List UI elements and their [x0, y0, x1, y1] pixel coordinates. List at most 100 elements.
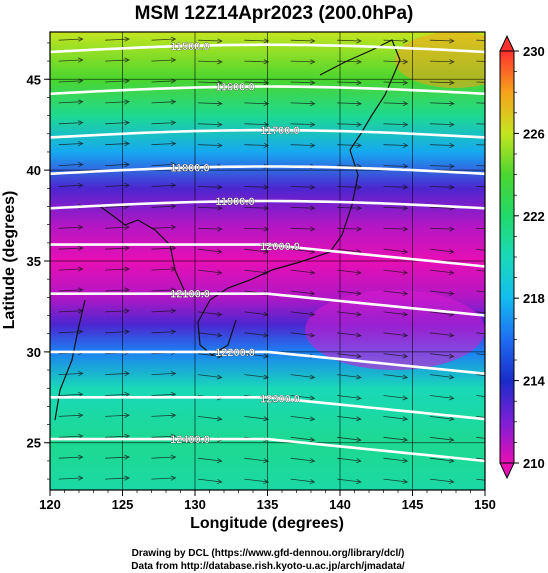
wind-arrow — [105, 57, 131, 63]
wind-arrow — [429, 436, 455, 443]
wind-arrow — [58, 224, 84, 230]
wind-arrow — [429, 478, 455, 484]
wind-arrow — [151, 454, 177, 460]
wind-arrow — [476, 269, 485, 272]
wind-arrow — [151, 371, 177, 377]
x-tick-label: 135 — [257, 497, 279, 512]
wind-arrow — [244, 226, 270, 232]
wind-arrow — [429, 416, 455, 422]
wind-arrow — [383, 184, 409, 190]
wind-arrow — [105, 141, 131, 147]
wind-arrow — [476, 102, 485, 104]
wind-arrow — [383, 269, 409, 275]
y-axis: 25 30 35 40 45 — [27, 42, 50, 480]
wind-arrow — [290, 226, 316, 232]
wind-arrow — [290, 38, 316, 44]
coastline-north — [319, 39, 401, 151]
wind-arrow — [383, 226, 409, 232]
contour-label: 11700.0 — [260, 125, 299, 137]
wind-arrow — [476, 248, 485, 251]
chart-title: MSM 12Z14Apr2023 (200.0hPa) — [135, 3, 414, 24]
wind-arrow — [290, 416, 316, 422]
wind-arrow — [337, 290, 362, 296]
wind-arrow — [151, 141, 177, 147]
wind-arrow — [429, 457, 455, 464]
wind-arrow — [383, 205, 409, 211]
wind-arrow — [105, 391, 131, 398]
x-tick-label: 140 — [329, 497, 351, 512]
wind-arrow — [244, 374, 270, 380]
wind-arrow — [290, 205, 316, 211]
wind-arrow — [383, 436, 409, 443]
wind-arrow — [429, 163, 455, 169]
colorbar-tick-label: 230 — [523, 44, 545, 59]
wind-arrow — [337, 332, 362, 338]
wind-arrow — [476, 123, 485, 125]
wind-arrow — [151, 266, 177, 272]
wind-arrow — [105, 329, 131, 335]
wind-arrow — [429, 121, 455, 128]
wind-arrow — [429, 101, 455, 107]
contour-line — [50, 243, 485, 268]
wind-arrow — [105, 433, 131, 439]
wind-arrow — [476, 478, 485, 481]
wind-arrow — [383, 353, 409, 359]
contour-label: 12100.0 — [170, 289, 210, 301]
wind-arrow — [383, 395, 409, 401]
wind-arrow — [429, 332, 455, 338]
wind-arrow — [290, 311, 316, 317]
x-tick-label: 130 — [184, 497, 206, 512]
contour-line — [50, 199, 485, 210]
wind-arrow — [58, 371, 84, 377]
colorbar-tick-label: 218 — [523, 291, 545, 306]
wind-arrow — [383, 248, 409, 255]
wind-arrow — [151, 78, 177, 84]
wind-arrow — [58, 120, 84, 126]
colorbar-extend-min — [499, 462, 515, 480]
wind-arrow — [337, 59, 363, 65]
wind-arrow — [290, 80, 316, 86]
wind-arrow — [337, 457, 362, 464]
contour-line — [50, 128, 485, 139]
wind-arrow — [290, 436, 316, 443]
wind-arrow — [197, 101, 223, 107]
wind-arrow — [476, 165, 485, 167]
wind-arrow — [476, 395, 485, 397]
wind-arrow — [105, 266, 131, 272]
wind-arrow — [383, 332, 409, 338]
colorbar-tick-label: 214 — [523, 374, 545, 389]
wind-arrow — [197, 311, 223, 317]
wind-arrow — [337, 395, 362, 401]
wind-arrow — [151, 182, 177, 189]
wind-arrow — [151, 36, 177, 42]
contour-label: 12200.0 — [215, 347, 255, 359]
wind-arrow — [429, 353, 455, 359]
contour-line — [50, 165, 485, 176]
wind-arrow — [429, 59, 455, 65]
wind-arrow — [337, 121, 363, 128]
wind-arrow — [105, 162, 131, 168]
contour-label: 11900.0 — [215, 196, 254, 208]
wind-arrow — [105, 475, 131, 481]
y-tick-label: 25 — [27, 436, 41, 451]
contour-label: 12400.0 — [170, 434, 210, 446]
wind-arrow — [383, 38, 409, 44]
contour-label: 12000.0 — [260, 241, 300, 253]
x-tick-label: 125 — [112, 497, 134, 512]
wind-arrow — [244, 353, 270, 359]
wind-arrow — [337, 416, 362, 422]
wind-arrow — [429, 80, 455, 86]
coastlines — [54, 39, 401, 421]
wind-arrow — [244, 205, 270, 211]
wind-arrow — [290, 142, 316, 148]
wind-arrow — [58, 329, 84, 335]
wind-arrow — [383, 101, 409, 107]
wind-arrow — [476, 186, 485, 188]
contour-label: 12300.0 — [260, 394, 300, 406]
wind-arrow — [429, 374, 455, 380]
y-tick-label: 30 — [27, 345, 41, 360]
contour-line — [50, 43, 485, 54]
wind-arrow — [290, 269, 316, 275]
wind-arrow — [197, 478, 223, 484]
wind-arrow — [429, 184, 455, 190]
